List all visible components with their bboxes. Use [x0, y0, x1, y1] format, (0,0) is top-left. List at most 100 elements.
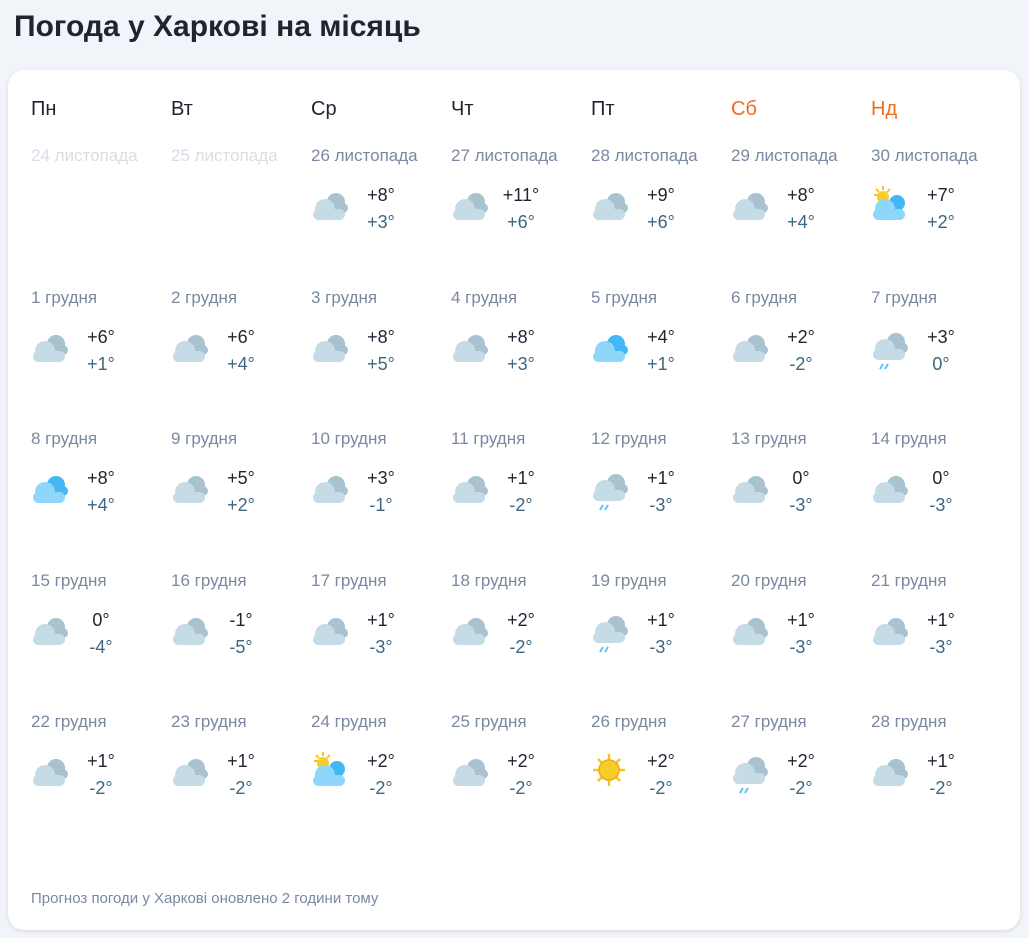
cloudy-icon	[733, 193, 768, 220]
temp-high: 0°	[932, 468, 950, 488]
day-cell[interactable]: 1 грудня +6° +1°	[31, 212, 171, 374]
temp-high: +2°	[367, 751, 395, 771]
day-date: 7 грудня	[871, 287, 938, 307]
temp-low: -2°	[89, 778, 113, 798]
day-cell[interactable]: 8 грудня +8° +4°	[31, 353, 171, 515]
day-date: 24 грудня	[311, 712, 387, 731]
temp-low: -1°	[369, 495, 393, 515]
day-date: 20 грудня	[731, 570, 807, 590]
cloudy-icon	[453, 759, 488, 786]
blue-cloud-icon	[33, 476, 68, 503]
day-cell[interactable]: 30 листопада +7° +2°	[871, 70, 1011, 232]
day-cell[interactable]: 16 грудня -1° -5°	[171, 495, 311, 657]
temp-high: +2°	[647, 751, 675, 771]
temp-low: +4°	[87, 495, 115, 515]
weekday-header: Ср	[311, 98, 337, 120]
temp-high: +1°	[787, 609, 815, 630]
day-date: 13 грудня	[731, 429, 807, 448]
day-date: 28 грудня	[871, 712, 947, 731]
temp-high: +1°	[507, 468, 535, 488]
day-cell[interactable]: 6 грудня +2° -2°	[731, 212, 871, 374]
temp-low: +2°	[927, 212, 955, 232]
day-cell[interactable]: 18 грудня +2° -2°	[451, 495, 591, 657]
day-cell[interactable]: 15 грудня 0° -4°	[31, 495, 171, 657]
temp-high: +1°	[647, 468, 675, 488]
temp-low: -4°	[89, 636, 113, 657]
day-date: 26 листопада	[311, 146, 418, 165]
temp-high: +2°	[507, 609, 535, 630]
day-cell[interactable]: 28 листопада +9° +6°	[591, 70, 731, 232]
day-cell[interactable]: 9 грудня +5° +2°	[171, 353, 311, 515]
day-date: 8 грудня	[31, 429, 98, 448]
temp-low: -3°	[649, 636, 673, 657]
day-cell[interactable]: 17 грудня +1° -3°	[311, 495, 451, 657]
weekday-header: Чт	[451, 98, 474, 120]
day-date: 1 грудня	[31, 287, 98, 307]
rain-icon	[733, 757, 768, 794]
cloudy-icon	[453, 617, 488, 645]
day-cell[interactable]: 12 грудня +1° -3°	[591, 353, 731, 515]
day-date: 2 грудня	[171, 287, 238, 307]
temp-low: -2°	[509, 636, 533, 657]
day-date: 28 листопада	[591, 146, 698, 165]
sun-icon	[593, 754, 625, 786]
day-date: 6 грудня	[731, 287, 798, 307]
day-cell[interactable]: 26 грудня +2° -2°	[591, 636, 731, 798]
temp-high: +2°	[787, 751, 815, 771]
day-date: 23 грудня	[171, 712, 247, 731]
day-cell: 25 листопада	[171, 70, 311, 190]
cloudy-icon	[313, 617, 348, 645]
day-date: 11 грудня	[451, 429, 526, 448]
day-cell[interactable]: 24 грудня +2° -2°	[311, 636, 451, 798]
day-cell[interactable]: 11 грудня +1° -2°	[451, 353, 591, 515]
temp-high: +9°	[647, 185, 675, 205]
day-cell[interactable]: 13 грудня 0° -3°	[731, 353, 871, 515]
temp-high: +5°	[227, 468, 255, 488]
temp-high: +11°	[502, 185, 540, 205]
day-date: 17 грудня	[311, 570, 387, 590]
day-date: 29 листопада	[731, 146, 838, 165]
temp-high: +6°	[87, 326, 115, 347]
day-cell[interactable]: 26 листопада +8° +3°	[311, 70, 451, 232]
day-cell[interactable]: 4 грудня +8° +3°	[451, 212, 591, 374]
day-date: 27 листопада	[451, 146, 558, 165]
weekday-header: Пт	[591, 98, 615, 120]
temp-high: +8°	[367, 185, 395, 205]
day-date: 24 листопада	[31, 146, 138, 165]
temp-low: -3°	[789, 495, 813, 515]
day-date: 3 грудня	[311, 287, 378, 307]
day-cell[interactable]: 27 листопада +11° +6°	[451, 70, 591, 232]
day-cell[interactable]: 19 грудня +1° -3°	[591, 495, 731, 657]
day-cell[interactable]: 7 грудня +3° 0°	[871, 212, 1011, 374]
rain-icon	[593, 615, 628, 653]
temp-high: +6°	[227, 326, 255, 347]
temp-high: +1°	[227, 751, 255, 771]
temp-low: -3°	[929, 636, 953, 657]
day-cell[interactable]: 27 грудня +2° -2°	[731, 636, 871, 798]
day-cell[interactable]: 3 грудня +8° +5°	[311, 212, 451, 374]
cloudy-icon	[173, 476, 208, 503]
temp-low: +4°	[787, 212, 815, 232]
cloudy-icon	[173, 759, 208, 786]
day-cell[interactable]: 20 грудня +1° -3°	[731, 495, 871, 657]
day-cell[interactable]: 5 грудня +4° +1°	[591, 212, 731, 374]
temp-high: +1°	[647, 609, 675, 630]
temp-high: +2°	[507, 751, 535, 771]
day-cell[interactable]: 10 грудня +3° -1°	[311, 353, 451, 515]
day-cell[interactable]: 2 грудня +6° +4°	[171, 212, 311, 374]
day-cell[interactable]: 29 листопада +8° +4°	[731, 70, 871, 232]
temp-high: +1°	[367, 609, 395, 630]
temp-low: -2°	[929, 778, 953, 798]
temp-high: +3°	[927, 326, 955, 347]
day-cell[interactable]: 14 грудня 0° -3°	[871, 353, 1011, 515]
blue-cloud-icon	[593, 334, 628, 362]
temp-low: -2°	[789, 778, 813, 798]
update-note: Прогноз погоди у Харкові оновлено 2 годи…	[31, 890, 379, 907]
day-cell[interactable]: 25 грудня +2° -2°	[451, 636, 591, 798]
day-cell[interactable]: 21 грудня +1° -3°	[871, 495, 1011, 657]
day-cell[interactable]: 23 грудня +1° -2°	[171, 636, 311, 798]
day-cell[interactable]: 22 грудня +1° -2°	[31, 636, 171, 798]
day-cell[interactable]: 28 грудня +1° -2°	[871, 636, 1011, 798]
cloudy-icon	[33, 617, 68, 645]
temp-low: +4°	[227, 353, 255, 374]
